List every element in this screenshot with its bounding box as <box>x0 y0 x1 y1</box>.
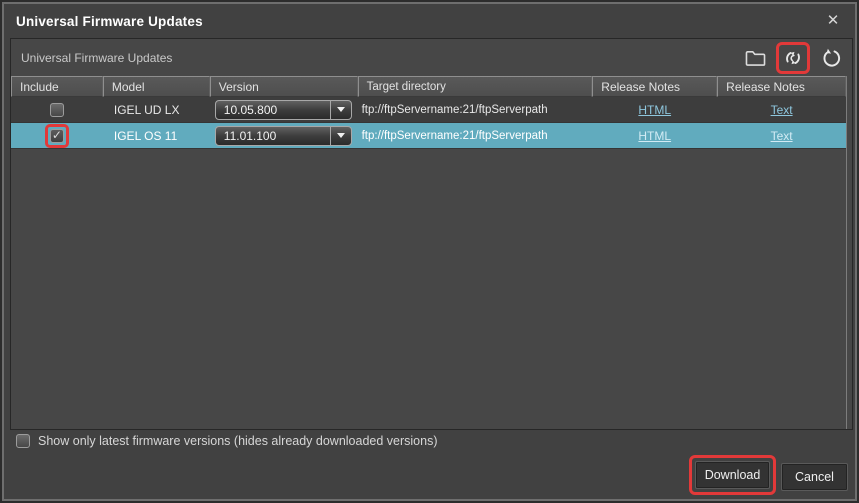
table-row-igel-ud-lx[interactable]: IGEL UD LX 10.05.800 ftp://ftpServername… <box>11 97 846 123</box>
include-checkbox[interactable]: ✓ <box>49 128 64 143</box>
filter-row: Show only latest firmware versions (hide… <box>16 434 438 448</box>
sync-icon[interactable] <box>780 45 806 71</box>
highlight-annotation-include: ✓ <box>44 123 69 148</box>
table-row-igel-os-11[interactable]: ✓ IGEL OS 11 11.01.100 ftp://ftpServerna… <box>11 123 846 149</box>
column-header-release-notes-text[interactable]: Release Notes <box>717 76 846 97</box>
version-value: 10.05.800 <box>223 102 278 117</box>
highlight-annotation-sync <box>776 41 810 74</box>
show-latest-checkbox[interactable] <box>16 434 30 448</box>
target-directory-cell: ftp://ftpServername:21/ftpServerpath <box>361 103 548 116</box>
dropdown-arrow-icon[interactable] <box>329 100 351 119</box>
close-icon[interactable]: ✕ <box>826 12 840 29</box>
release-notes-html-link[interactable]: HTML <box>638 102 672 117</box>
release-notes-text-link[interactable]: Text <box>770 128 793 143</box>
dropdown-arrow-icon[interactable] <box>329 126 351 145</box>
folder-icon[interactable] <box>742 45 768 71</box>
show-latest-label: Show only latest firmware versions (hide… <box>38 434 438 448</box>
highlight-annotation-download: Download <box>689 455 776 495</box>
column-header-target-directory[interactable]: Target directory <box>357 76 593 97</box>
firmware-panel: Universal Firmware Updates <box>10 38 853 430</box>
cancel-button[interactable]: Cancel <box>781 463 848 491</box>
checkmark-icon: ✓ <box>51 128 62 142</box>
include-checkbox[interactable] <box>49 102 64 117</box>
target-directory-cell: ftp://ftpServername:21/ftpServerpath <box>361 129 548 142</box>
column-header-include[interactable]: Include <box>11 76 103 97</box>
model-cell: IGEL OS 11 <box>113 128 178 143</box>
column-header-release-notes-html[interactable]: Release Notes <box>592 76 718 97</box>
version-dropdown[interactable]: 10.05.800 <box>214 99 352 120</box>
column-header-model[interactable]: Model <box>102 76 210 97</box>
table-header-row: Include Model Version Target directory R… <box>11 76 846 97</box>
version-value: 11.01.100 <box>223 128 277 143</box>
column-header-version[interactable]: Version <box>209 76 358 97</box>
release-notes-text-link[interactable]: Text <box>770 102 793 117</box>
model-cell: IGEL UD LX <box>113 102 180 117</box>
panel-title: Universal Firmware Updates <box>21 50 173 65</box>
panel-toolbar <box>742 41 844 74</box>
download-button[interactable]: Download <box>695 461 770 489</box>
firmware-table: Include Model Version Target directory R… <box>11 76 847 429</box>
dialog-titlebar[interactable]: Universal Firmware Updates ✕ <box>6 6 853 37</box>
release-notes-html-link[interactable]: HTML <box>638 128 672 143</box>
panel-header: Universal Firmware Updates <box>11 39 852 76</box>
dialog-title: Universal Firmware Updates <box>16 14 203 29</box>
refresh-icon[interactable] <box>818 45 844 71</box>
version-dropdown[interactable]: 11.01.100 <box>214 125 352 146</box>
